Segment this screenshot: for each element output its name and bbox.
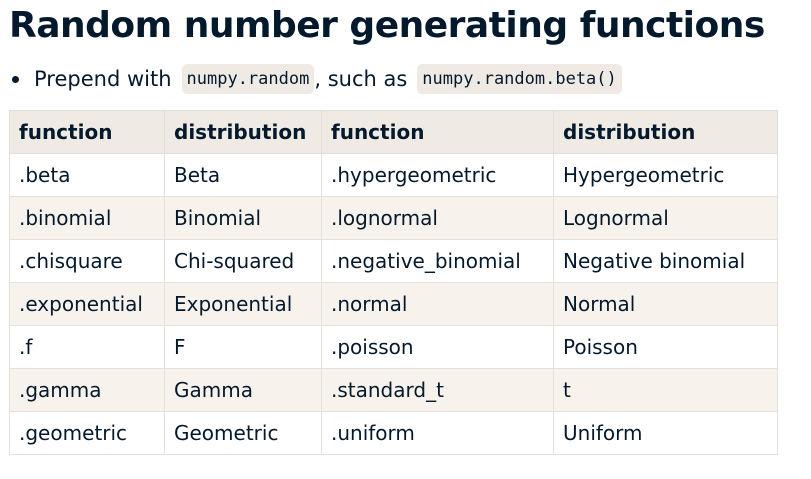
- table-cell: Lognormal: [553, 196, 778, 240]
- table-cell: .gamma: [9, 368, 165, 412]
- table-cell: Uniform: [553, 411, 778, 455]
- table-cell: .normal: [321, 282, 554, 326]
- table-cell: .f: [9, 325, 165, 369]
- table-cell: .lognormal: [321, 196, 554, 240]
- bullet-dot-icon: [12, 75, 19, 83]
- table-cell: Hypergeometric: [553, 153, 778, 197]
- table-cell: Negative binomial: [553, 239, 778, 283]
- table-cell: Normal: [553, 282, 778, 326]
- slide-title: Random number generating functions: [9, 5, 765, 46]
- bullet-point: Prepend with numpy.random , such as nump…: [12, 62, 622, 96]
- table-cell: .hypergeometric: [321, 153, 554, 197]
- table-cell: .poisson: [321, 325, 554, 369]
- table-cell: Beta: [164, 153, 322, 197]
- table-cell: .geometric: [9, 411, 165, 455]
- functions-table: function distribution function distribut…: [9, 110, 778, 455]
- table-cell: .beta: [9, 153, 165, 197]
- code-numpy-random-beta: numpy.random.beta(): [417, 64, 622, 94]
- table-cell: .binomial: [9, 196, 165, 240]
- table-header-row: function distribution function distribut…: [9, 110, 778, 154]
- table-cell: .chisquare: [9, 239, 165, 283]
- table-cell: Geometric: [164, 411, 322, 455]
- table-cell: Chi-squared: [164, 239, 322, 283]
- header-function-1: function: [9, 110, 165, 154]
- table-cell: F: [164, 325, 322, 369]
- table-cell: .negative_binomial: [321, 239, 554, 283]
- table-row: .beta Beta .hypergeometric Hypergeometri…: [9, 153, 778, 197]
- table-cell: Exponential: [164, 282, 322, 326]
- table-row: .exponential Exponential .normal Normal: [9, 282, 778, 326]
- header-distribution-1: distribution: [164, 110, 322, 154]
- header-function-2: function: [321, 110, 554, 154]
- table-row: .gamma Gamma .standard_t t: [9, 368, 778, 412]
- table-row: .binomial Binomial .lognormal Lognormal: [9, 196, 778, 240]
- table-row: .chisquare Chi-squared .negative_binomia…: [9, 239, 778, 283]
- bullet-prefix-text: Prepend with: [34, 67, 172, 91]
- table-cell: .exponential: [9, 282, 165, 326]
- bullet-middle-text: , such as: [314, 67, 408, 91]
- header-distribution-2: distribution: [553, 110, 778, 154]
- table-cell: Poisson: [553, 325, 778, 369]
- table-cell: .uniform: [321, 411, 554, 455]
- table-cell: Gamma: [164, 368, 322, 412]
- table-row: .geometric Geometric .uniform Uniform: [9, 411, 778, 455]
- code-numpy-random: numpy.random: [181, 64, 315, 94]
- table-cell: Binomial: [164, 196, 322, 240]
- table-row: .f F .poisson Poisson: [9, 325, 778, 369]
- table-cell: .standard_t: [321, 368, 554, 412]
- table-cell: t: [553, 368, 778, 412]
